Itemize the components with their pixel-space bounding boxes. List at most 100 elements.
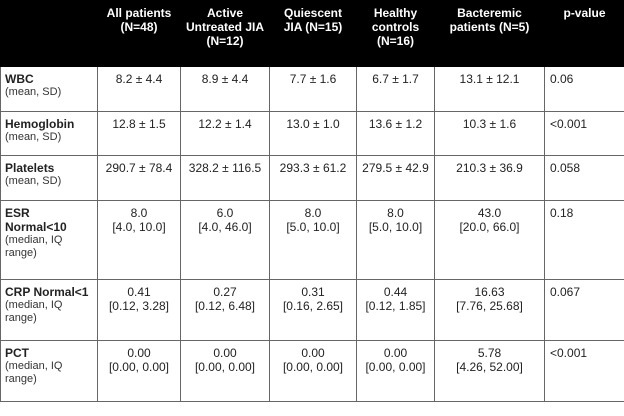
cell-range: [20.0, 66.0]	[459, 219, 520, 234]
cell-range: [0.16, 2.65]	[282, 298, 344, 313]
p-value: 0.06	[550, 72, 574, 86]
p-value-cell: 0.18	[544, 199, 624, 280]
cell-value: 0.00	[383, 345, 408, 360]
table-cell: 279.5 ± 42.9	[356, 155, 435, 201]
table-body: WBC (mean, SD) 8.2 ± 4.4 8.9 ± 4.4 7.7 ± 1.6…	[0, 66, 624, 403]
header-row: All patients (N=48) Active Untreated JIA…	[0, 0, 624, 67]
cell-value: 0.00	[301, 345, 325, 360]
header-healthy-controls: Healthy controls (N=16)	[356, 0, 435, 67]
header-bacteremic-patients: Bacteremic patients (N=5)	[434, 0, 545, 67]
table-row-crp: CRP Normal<1 (median, IQ range) 0.41 [0.12,…	[0, 278, 624, 341]
table-row-hemoglobin: Hemoglobin (mean, SD) 12.8 ± 1.5 12.2 ± 1.4…	[0, 110, 624, 157]
table-cell: 0.00 [0.00, 0.00]	[97, 339, 181, 403]
row-label-name: CRP Normal<1	[5, 284, 89, 299]
header-variable	[0, 0, 98, 67]
cell-value: 8.0	[387, 205, 404, 220]
cell-value: 0.44	[383, 284, 408, 299]
cell-value: 0.31	[301, 284, 325, 299]
cell-value: 43.0	[477, 205, 502, 220]
row-label-sub: (mean, SD)	[5, 86, 62, 98]
table-row-esr: ESR Normal<10 (median, IQ range) 8.0 [4.0, …	[0, 199, 624, 280]
table-cell: 328.2 ± 116.5	[180, 155, 270, 201]
table-cell: 13.6 ± 1.2	[356, 110, 435, 157]
p-value-cell: <0.001	[544, 339, 624, 403]
cell-value: 279.5 ± 42.9	[362, 161, 429, 176]
p-value: <0.001	[550, 345, 588, 360]
table-cell: 0.00 [0.00, 0.00]	[356, 339, 435, 403]
table-row-platelets: Platelets (mean, SD) 290.7 ± 78.4 328.2 ± 1…	[0, 155, 624, 201]
cell-range: [4.26, 52.00]	[456, 359, 523, 374]
cell-value: 13.0 ± 1.0	[286, 116, 340, 131]
cell-value: 13.6 ± 1.2	[368, 116, 423, 131]
table-cell: 13.1 ± 12.1	[434, 66, 545, 112]
table-cell: 6.0 [4.0, 46.0]	[180, 199, 270, 280]
table-cell: 8.2 ± 4.4	[97, 66, 181, 112]
table-cell: 12.8 ± 1.5	[97, 110, 181, 157]
table-cell: 5.78 [4.26, 52.00]	[434, 339, 545, 403]
p-value: 0.067	[550, 284, 581, 299]
table-cell: 0.44 [0.12, 1.85]	[356, 278, 435, 341]
cell-range: [4.0, 46.0]	[198, 219, 252, 234]
cell-range: [0.00, 0.00]	[282, 359, 344, 374]
p-value-cell: 0.067	[544, 278, 624, 341]
cell-value: 0.41	[127, 284, 151, 299]
row-label: WBC (mean, SD)	[0, 66, 98, 112]
cell-value: 5.78	[477, 345, 502, 360]
cell-value: 12.2 ± 1.4	[198, 116, 252, 131]
cell-range: [0.12, 3.28]	[108, 298, 170, 313]
row-label: Platelets (mean, SD)	[0, 155, 98, 201]
row-label: PCT (median, IQ range)	[0, 339, 98, 403]
cell-value: 6.0	[216, 205, 234, 220]
row-label-sub: (median, IQ range)	[5, 233, 63, 259]
header-all-patients: All patients (N=48)	[97, 0, 181, 67]
p-value-cell: 0.058	[544, 155, 624, 201]
table-header: All patients (N=48) Active Untreated JIA…	[0, 0, 624, 67]
table-cell: 0.00 [0.00, 0.00]	[269, 339, 357, 403]
table-cell: 12.2 ± 1.4	[180, 110, 270, 157]
header-active-untreated-jia: Active Untreated JIA (N=12)	[180, 0, 270, 67]
table-cell: 0.41 [0.12, 3.28]	[97, 278, 181, 341]
cell-value: 0.00	[127, 345, 151, 360]
table-cell: 290.7 ± 78.4	[97, 155, 181, 201]
row-label: Hemoglobin (mean, SD)	[0, 110, 98, 157]
cell-range: [0.12, 6.48]	[194, 298, 256, 313]
cell-range: [5.0, 10.0]	[286, 219, 340, 234]
cell-value: 16.63	[474, 284, 505, 299]
cell-value: 8.2 ± 4.4	[115, 72, 163, 86]
cell-value: 0.27	[213, 284, 237, 299]
cell-value: 290.7 ± 78.4	[105, 161, 173, 176]
row-label-name: PCT	[5, 345, 29, 360]
table-cell: 0.27 [0.12, 6.48]	[180, 278, 270, 341]
table-cell: 7.7 ± 1.6	[269, 66, 357, 112]
table-cell: 6.7 ± 1.7	[356, 66, 435, 112]
cell-value: 13.1 ± 12.1	[459, 72, 520, 86]
row-label-sub: (mean, SD)	[5, 175, 62, 188]
cell-range: [0.12, 1.85]	[365, 298, 426, 313]
cell-value: 0.00	[213, 345, 237, 360]
table-row-pct: PCT (median, IQ range) 0.00 [0.00, 0.00] 0.0…	[0, 339, 624, 403]
table-cell: 8.0 [5.0, 10.0]	[269, 199, 357, 280]
p-value-cell: 0.06	[544, 66, 624, 112]
p-value: 0.058	[550, 161, 581, 176]
row-label-sub: (median, IQ range)	[5, 298, 63, 324]
table-cell: 10.3 ± 1.6	[434, 110, 545, 157]
row-label-sub: (median, IQ range)	[5, 359, 63, 385]
cell-value: 8.0	[130, 205, 148, 220]
p-value: 0.18	[550, 205, 574, 220]
cell-range: [7.76, 25.68]	[456, 298, 523, 313]
table-cell: 8.0 [4.0, 10.0]	[97, 199, 181, 280]
cell-value: 7.7 ± 1.6	[289, 72, 337, 86]
p-value-cell: <0.001	[544, 110, 624, 157]
table-cell: 8.0 [5.0, 10.0]	[356, 199, 435, 280]
row-label-name: Platelets	[5, 161, 55, 176]
cell-value: 328.2 ± 116.5	[188, 161, 262, 176]
row-label-sub: (mean, SD)	[5, 130, 62, 143]
table-row-wbc: WBC (mean, SD) 8.2 ± 4.4 8.9 ± 4.4 7.7 ± 1.6…	[0, 66, 624, 112]
cell-value: 8.0	[304, 205, 322, 220]
cell-range: [0.00, 0.00]	[194, 359, 256, 374]
table-cell: 43.0 [20.0, 66.0]	[434, 199, 545, 280]
p-value: <0.001	[550, 116, 588, 131]
row-label: ESR Normal<10 (median, IQ range)	[0, 199, 98, 280]
header-p-value: p-value	[544, 0, 624, 67]
cell-range: [5.0, 10.0]	[368, 219, 423, 234]
